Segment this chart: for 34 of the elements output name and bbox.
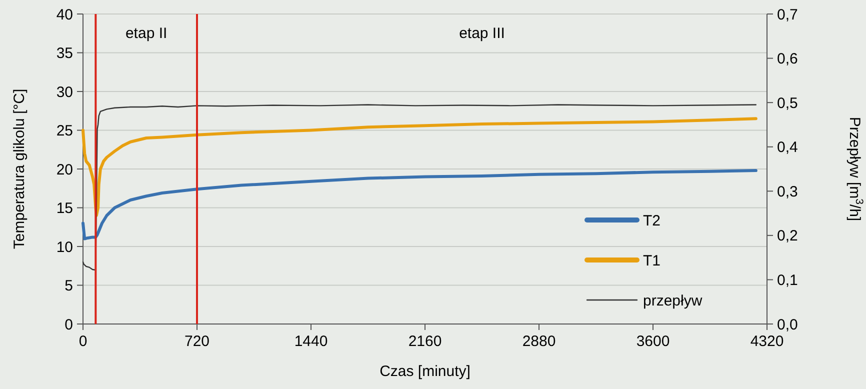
x-tick-label: 1440: [294, 333, 328, 350]
legend-label: przepływ: [643, 292, 702, 310]
line-series: [82, 104, 757, 271]
x-tick-label: 0: [78, 333, 88, 350]
y2-tick-label: 0,6: [777, 50, 798, 68]
y-tick-label: 25: [56, 122, 73, 140]
y2-tick-label: 0,0: [777, 316, 798, 334]
x-tick-label: 2880: [522, 333, 556, 350]
annotation: etap II: [125, 25, 168, 42]
line-series: [82, 169, 758, 240]
y2-tick-label: 0,7: [777, 6, 798, 24]
y-tick-label: 0: [64, 316, 73, 334]
y-tick-label: 30: [56, 84, 73, 101]
y-tick-label: 5: [64, 278, 73, 294]
y-tick-label: 20: [56, 161, 73, 178]
y-axis-title: Temperatura glikolu [°C]: [11, 88, 28, 250]
x-tick-label: 2160: [408, 333, 442, 350]
x-tick-label: 3600: [636, 333, 670, 350]
y2-tick-label: 0,2: [777, 228, 798, 245]
x-tick-label: 4320: [750, 333, 784, 350]
x-axis-title: Czas [minuty]: [380, 363, 470, 380]
y2-tick-label: 0,3: [777, 183, 798, 200]
y-tick-label: 15: [56, 200, 73, 217]
legend-label: T2: [643, 212, 661, 230]
x-tick-label: 720: [184, 333, 210, 350]
legend-label: T1: [643, 252, 661, 270]
annotation: etap III: [459, 25, 505, 42]
y2-tick-label: 0,4: [777, 139, 798, 156]
y2-tick-label: 0,1: [777, 272, 798, 289]
y-tick-label: 40: [56, 6, 73, 24]
y-tick-label: 35: [56, 45, 73, 62]
y-tick-label: 10: [56, 238, 73, 256]
y2-tick-label: 0,5: [777, 94, 798, 112]
line-series: [82, 117, 758, 217]
